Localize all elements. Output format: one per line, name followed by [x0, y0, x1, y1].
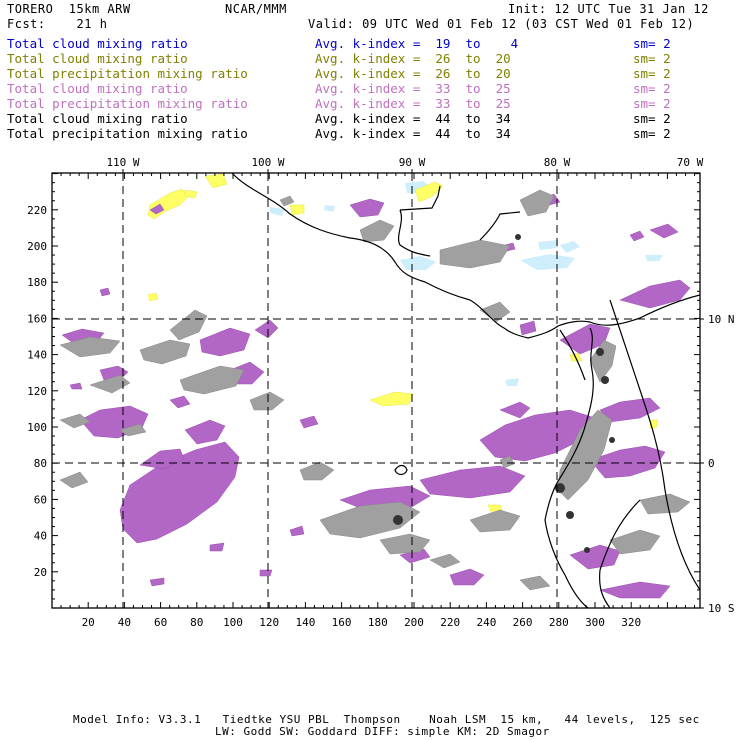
x-tick-label: 100 [223, 616, 243, 629]
x-tick-label: 180 [368, 616, 388, 629]
x-tick-label: 200 [404, 616, 424, 629]
legend-row: Total precipitation mixing ratio Avg. k-i… [7, 96, 727, 111]
longitude-label: 110 W [106, 156, 139, 169]
purple-cloud-areas [61, 193, 691, 599]
legend-field: Total precipitation mixing ratio [7, 126, 248, 141]
valid-time: Valid: 09 UTC Wed 01 Feb 12 (03 CST Wed … [308, 17, 695, 31]
gray-cloud-areas [59, 189, 691, 591]
y-tick-label: 40 [34, 530, 47, 543]
init-time: Init: 12 UTC Tue 31 Jan 12 [508, 2, 709, 16]
lat-lon-grid [52, 173, 700, 608]
legend-row: Total precipitation mixing ratio Avg. k-i… [7, 126, 727, 141]
physics-info-line: LW: Godd SW: Goddard DIFF: simple KM: 2D… [215, 725, 550, 738]
legend-k-index: Avg. k-index = 33 to 25 [315, 81, 511, 96]
legend-k-index: Avg. k-index = 26 to 20 [315, 66, 511, 81]
longitude-label: 90 W [399, 156, 426, 169]
model-info-line: Model Info: V3.3.1 Tiedtke YSU PBL Thomp… [73, 713, 700, 726]
y-tick-label: 120 [27, 385, 47, 398]
legend-smoothing: sm= 2 [633, 36, 671, 51]
y-tick-label: 140 [27, 349, 47, 362]
forecast-hour: Fcst: 21 h [7, 17, 108, 31]
weather-map: 20 40 60 80 100 120 140 160 180 200 220 240 260 280 30… [27, 156, 734, 629]
latitude-label: 10 N [708, 313, 735, 326]
x-tick-label: 320 [621, 616, 641, 629]
legend-field: Total cloud mixing ratio [7, 36, 188, 51]
legend-field: Total cloud mixing ratio [7, 111, 188, 126]
x-tick-label: 220 [440, 616, 460, 629]
y-tick-label: 180 [27, 276, 47, 289]
legend-field: Total cloud mixing ratio [7, 51, 188, 66]
y-tick-label: 60 [34, 493, 47, 506]
y-tick-label: 220 [27, 204, 47, 217]
legend-row: Total cloud mixing ratio Avg. k-index = 3… [7, 81, 727, 96]
x-tick-label: 280 [549, 616, 569, 629]
legend-row: Total cloud mixing ratio Avg. k-index = 1… [7, 36, 727, 51]
legend-k-index: Avg. k-index = 44 to 34 [315, 126, 511, 141]
coastlines [231, 173, 700, 608]
legend-row: Total cloud mixing ratio Avg. k-index = 4… [7, 111, 727, 126]
legend-smoothing: sm= 2 [633, 96, 671, 111]
latitude-label: 0 [708, 457, 715, 470]
legend-k-index: Avg. k-index = 44 to 34 [315, 111, 511, 126]
center-label: NCAR/MMM [225, 2, 287, 16]
legend-k-index: Avg. k-index = 33 to 25 [315, 96, 511, 111]
axis-tick-labels: 20 40 60 80 100 120 140 160 180 200 220 240 260 280 30… [27, 156, 734, 629]
x-tick-label: 40 [118, 616, 131, 629]
legend-smoothing: sm= 2 [633, 66, 671, 81]
longitude-label: 100 W [251, 156, 284, 169]
latitude-label: 10 S [708, 602, 735, 615]
x-tick-label: 60 [154, 616, 167, 629]
legend-smoothing: sm= 2 [633, 81, 671, 96]
y-tick-label: 200 [27, 240, 47, 253]
y-tick-label: 100 [27, 421, 47, 434]
y-tick-label: 20 [34, 566, 47, 579]
legend-field: Total cloud mixing ratio [7, 81, 188, 96]
legend-smoothing: sm= 2 [633, 126, 671, 141]
model-title: TORERO 15km ARW [7, 2, 131, 16]
axis-ticks [51, 169, 704, 609]
legend-row: Total cloud mixing ratio Avg. k-index = 2… [7, 51, 727, 66]
legend-smoothing: sm= 2 [633, 51, 671, 66]
dark-cloud-cores [393, 234, 615, 553]
x-tick-label: 300 [585, 616, 605, 629]
x-tick-label: 120 [259, 616, 279, 629]
longitude-label: 70 W [677, 156, 704, 169]
plot-content [59, 173, 700, 608]
x-tick-label: 160 [332, 616, 352, 629]
legend-k-index: Avg. k-index = 19 to 4 [315, 36, 519, 51]
y-tick-label: 160 [27, 312, 47, 325]
x-tick-label: 140 [295, 616, 315, 629]
legend-field: Total precipitation mixing ratio [7, 66, 248, 81]
x-tick-label: 240 [476, 616, 496, 629]
legend-field: Total precipitation mixing ratio [7, 96, 248, 111]
longitude-label: 80 W [544, 156, 571, 169]
x-tick-label: 260 [513, 616, 533, 629]
y-tick-label: 80 [34, 457, 47, 470]
legend-row: Total precipitation mixing ratio Avg. k-i… [7, 66, 727, 81]
x-tick-label: 20 [82, 616, 95, 629]
legend-smoothing: sm= 2 [633, 111, 671, 126]
x-tick-label: 80 [190, 616, 203, 629]
legend-k-index: Avg. k-index = 26 to 20 [315, 51, 511, 66]
